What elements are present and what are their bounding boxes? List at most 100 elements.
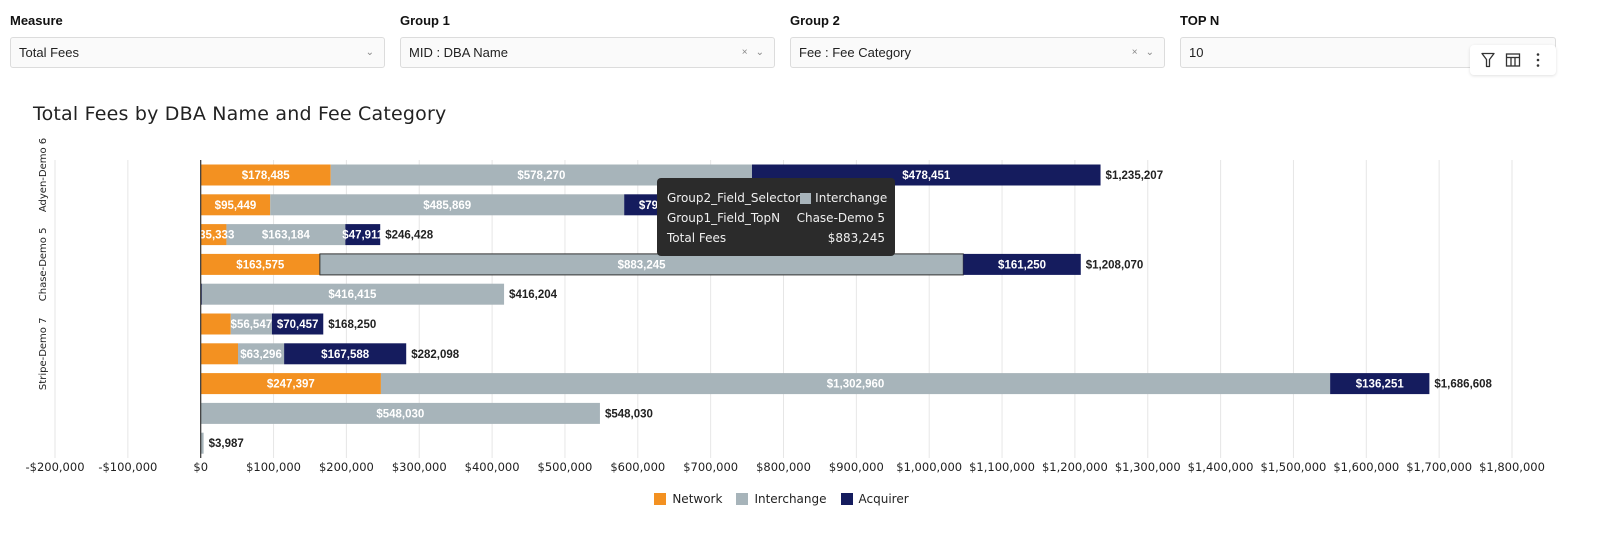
clear-icon[interactable]: × [741,47,748,58]
bar-value-label: $161,250 [998,259,1046,271]
bar-interchange[interactable] [200,283,505,305]
bar-network[interactable] [200,253,320,275]
filter-group1: Group 1 MID : DBA Name × ⌄ [400,12,775,68]
x-tick-label: -$100,000 [98,460,157,474]
bar-value-label: $247,397 [267,379,315,391]
legend-item-interchange[interactable]: Interchange [736,492,827,506]
more-vertical-icon[interactable] [1529,51,1547,69]
bar-acquirer[interactable] [1330,373,1430,395]
x-tick-label: $700,000 [683,460,738,474]
x-tick-label: $1,400,000 [1188,460,1254,474]
legend-swatch [654,493,667,505]
bar-network[interactable] [200,313,231,335]
bar-acquirer[interactable] [963,253,1081,275]
tooltip-row: Group2_Field_Selector Interchange [667,188,888,208]
x-tick-label: $900,000 [829,460,884,474]
select-value: Fee : Fee Category [799,45,911,60]
bar-network[interactable] [200,343,239,365]
bar-value-label: $56,547 [231,319,273,331]
bar-network[interactable] [200,373,381,395]
chart-title: Total Fees by DBA Name and Fee Category [33,103,447,125]
legend-label: Interchange [754,492,827,506]
bar-value-label: $485,869 [423,200,471,212]
chevron-down-icon[interactable]: ⌄ [1145,47,1154,58]
filter-measure: Measure Total Fees ⌄ [10,12,385,68]
x-tick-label: $1,100,000 [969,460,1035,474]
x-tick-label: $600,000 [610,460,665,474]
bar-value-label: $136,251 [1356,379,1405,391]
bar-value-label: $70,457 [277,319,319,331]
bar-value-label: $883,245 [618,259,667,271]
filter-icon[interactable] [1479,51,1497,69]
category-labels: Adyen-Demo 6 Chase-Demo 5 Stripe-Demo 7 [38,138,49,390]
filter-label: Measure [10,13,63,28]
bar-value-label: $163,575 [236,259,285,271]
tooltip-value: Interchange [815,191,888,205]
x-tick-label: $400,000 [465,460,520,474]
x-tick-label: $1,000,000 [896,460,962,474]
legend-item-network[interactable]: Network [654,492,722,506]
legend-item-acquirer[interactable]: Acquirer [840,492,909,506]
x-tick-label: $100,000 [246,460,301,474]
bar-value-label: $63,296 [240,349,282,361]
legend-label: Network [672,492,723,506]
tooltip-key: Group1_Field_TopN [667,211,781,225]
measure-select[interactable]: Total Fees ⌄ [10,37,385,68]
bar-interchange[interactable] [330,164,752,186]
x-axis: -$200,000 -$100,000 $0 $100,000 $200,000 $300… [25,160,1545,474]
category-label: Adyen-Demo 6 [38,138,49,212]
bar-value-label: $47,911 [342,230,384,242]
chart-toolbar [1470,45,1556,75]
bar-interchange[interactable] [380,373,1331,395]
chevron-down-icon[interactable]: ⌄ [365,47,374,58]
bar-value-label: $95,449 [215,200,257,212]
clear-icon[interactable]: × [1131,47,1138,58]
filter-group2: Group 2 Fee : Fee Category × ⌄ [790,12,1165,68]
bar-value-label: $478,451 [902,170,951,182]
legend-swatch [840,493,853,505]
filter-label: Group 1 [400,13,450,28]
bar-acquirer[interactable] [284,343,407,365]
group1-select[interactable]: MID : DBA Name × ⌄ [400,37,775,68]
bar-interchange[interactable] [230,313,272,335]
bar-value-label: $178,485 [242,170,291,182]
x-tick-label: $1,300,000 [1115,460,1181,474]
bar-network[interactable] [200,224,227,246]
x-tick-label: $0 [193,460,208,474]
bar-interchange[interactable] [200,432,204,454]
bar-value-label: $416,415 [328,289,377,301]
tooltip-key: Total Fees [667,231,727,245]
bar-value-label: $578,270 [517,170,565,182]
bar-network[interactable] [200,164,331,186]
bar-value-label: $1,302,960 [827,379,885,391]
x-tick-label: $800,000 [756,460,811,474]
bar-interchange[interactable] [200,402,600,424]
x-tick-label: $500,000 [538,460,593,474]
category-label: Chase-Demo 5 [38,228,49,302]
chart-legend: Network Interchange Acquirer [0,492,1563,506]
bar-acquirer[interactable] [345,224,381,246]
x-tick-label: $1,600,000 [1333,460,1399,474]
legend-label: Acquirer [858,492,909,506]
table-icon[interactable] [1504,51,1522,69]
bar-interchange[interactable] [226,224,346,246]
total-label: $246,428 [385,230,434,242]
select-value: MID : DBA Name [409,45,508,60]
filter-label: TOP N [1180,13,1220,28]
total-label: $168,250 [328,319,376,331]
chevron-down-icon[interactable]: ⌄ [755,47,764,58]
data-labels: $178,485 $578,270 $478,451 $1,235,207 $95,44… [193,170,1493,450]
tooltip-value: $883,245 [827,231,885,245]
total-label: $282,098 [411,349,460,361]
x-tick-label: $200,000 [319,460,374,474]
group2-select[interactable]: Fee : Fee Category × ⌄ [790,37,1165,68]
tooltip-row: Total Fees $883,245 [667,228,885,248]
bar-network[interactable] [200,194,271,216]
bar-acquirer[interactable] [271,313,324,335]
stacked-bar-chart: Adyen-Demo 6 Chase-Demo 5 Stripe-Demo 7 $1… [25,138,1545,474]
x-tick-label: -$200,000 [25,460,84,474]
x-tick-label: $1,800,000 [1479,460,1545,474]
bar-interchange[interactable] [238,343,285,365]
total-label: $416,204 [509,289,558,301]
bar-interchange[interactable] [270,194,625,216]
